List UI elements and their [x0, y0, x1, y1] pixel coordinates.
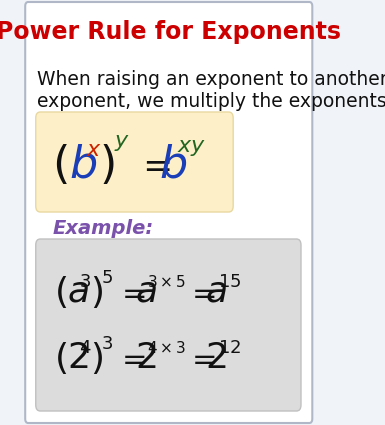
Text: $12$: $12$	[218, 339, 241, 357]
Text: $3$: $3$	[79, 273, 92, 291]
FancyBboxPatch shape	[36, 239, 301, 411]
Text: $4$: $4$	[79, 339, 92, 357]
Text: $3$: $3$	[101, 335, 113, 353]
Text: $15$: $15$	[218, 273, 241, 291]
Text: $2$: $2$	[204, 341, 226, 375]
Text: $)$: $)$	[90, 340, 103, 376]
Text: $($: $($	[54, 274, 67, 310]
FancyBboxPatch shape	[25, 2, 312, 423]
Text: $a$: $a$	[135, 275, 157, 309]
Text: $b$: $b$	[69, 144, 97, 187]
Text: When raising an exponent to another
exponent, we multiply the exponents.: When raising an exponent to another expo…	[37, 70, 385, 111]
Text: $)$: $)$	[90, 274, 103, 310]
Text: $($: $($	[54, 340, 67, 376]
Text: $4\times3$: $4\times3$	[147, 340, 186, 356]
Text: $2$: $2$	[135, 341, 157, 375]
Text: $x$: $x$	[86, 140, 102, 160]
Text: $y$: $y$	[114, 133, 130, 153]
Text: $=$: $=$	[116, 278, 146, 306]
Text: $=$: $=$	[135, 148, 171, 182]
Text: $3\times5$: $3\times5$	[147, 274, 186, 290]
FancyBboxPatch shape	[36, 112, 233, 212]
Text: $=$: $=$	[186, 343, 216, 372]
Text: $=$: $=$	[186, 278, 216, 306]
Text: $b$: $b$	[159, 144, 187, 187]
Text: $2$: $2$	[67, 341, 88, 375]
Text: $)$: $)$	[99, 143, 114, 187]
Text: $5$: $5$	[101, 269, 113, 287]
Text: $a$: $a$	[67, 275, 89, 309]
Text: $=$: $=$	[116, 343, 146, 372]
Text: $xy$: $xy$	[177, 138, 206, 158]
Text: Example:: Example:	[52, 218, 154, 238]
Text: $($: $($	[52, 143, 68, 187]
Text: Power Rule for Exponents: Power Rule for Exponents	[0, 20, 341, 44]
Text: $a$: $a$	[204, 275, 226, 309]
